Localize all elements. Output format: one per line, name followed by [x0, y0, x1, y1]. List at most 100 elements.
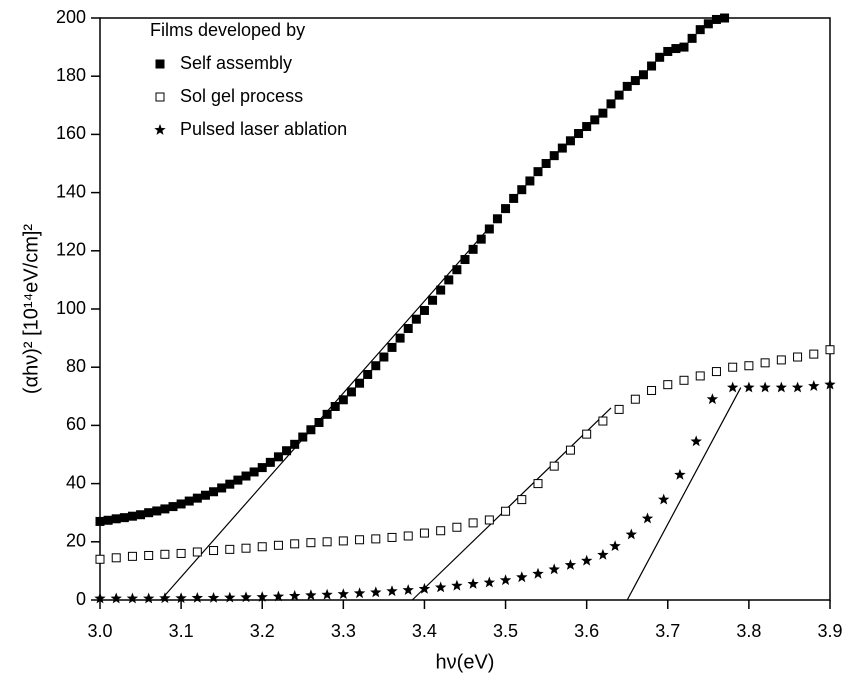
- point: [808, 380, 820, 391]
- point: [720, 13, 730, 23]
- point: [658, 493, 670, 505]
- point: [663, 380, 673, 390]
- x-tick-label: 3.1: [169, 621, 194, 641]
- point: [549, 151, 559, 161]
- point: [257, 463, 267, 473]
- point: [209, 546, 219, 556]
- point: [192, 493, 202, 503]
- point: [557, 143, 567, 153]
- point: [419, 305, 429, 315]
- point: [711, 367, 721, 377]
- point: [191, 592, 203, 603]
- point: [641, 512, 654, 524]
- point: [337, 588, 349, 599]
- point: [282, 446, 292, 456]
- legend-label: Sol gel process: [180, 86, 303, 106]
- point: [395, 333, 405, 343]
- point: [387, 342, 397, 352]
- point: [192, 547, 202, 557]
- y-axis-label: (αhν)² [10¹⁴eV/cm]²: [20, 224, 42, 395]
- point: [565, 445, 575, 455]
- point: [671, 44, 681, 54]
- point: [436, 526, 446, 536]
- point: [144, 508, 154, 518]
- point: [638, 70, 648, 80]
- point: [647, 61, 657, 71]
- point: [217, 483, 227, 493]
- point: [403, 531, 413, 541]
- point: [306, 425, 316, 435]
- point: [460, 255, 470, 265]
- point: [379, 352, 389, 362]
- point: [581, 554, 593, 566]
- point: [444, 275, 454, 285]
- x-tick-label: 3.5: [493, 621, 518, 641]
- y-tick-label: 20: [66, 531, 86, 551]
- point: [655, 52, 665, 62]
- point: [127, 551, 137, 561]
- point: [143, 592, 155, 604]
- x-tick-label: 3.8: [736, 621, 761, 641]
- point: [240, 591, 252, 603]
- point: [144, 550, 154, 560]
- point: [184, 496, 194, 506]
- point: [111, 553, 121, 563]
- point: [775, 381, 787, 393]
- x-tick-label: 3.2: [250, 621, 275, 641]
- point: [564, 559, 577, 570]
- point: [176, 548, 186, 558]
- point: [549, 461, 559, 471]
- point: [824, 378, 836, 390]
- y-tick-label: 100: [56, 298, 86, 318]
- point: [225, 544, 235, 554]
- point: [533, 479, 543, 489]
- point: [606, 99, 616, 109]
- point: [597, 548, 609, 560]
- point: [541, 159, 551, 168]
- point: [419, 528, 429, 538]
- point: [492, 214, 502, 224]
- point: [582, 429, 592, 439]
- x-tick-label: 3.4: [412, 621, 437, 641]
- fit-line: [411, 407, 612, 601]
- point: [791, 381, 804, 393]
- point: [501, 506, 511, 516]
- point: [290, 439, 300, 449]
- y-tick-label: 80: [66, 356, 86, 376]
- point: [249, 467, 259, 477]
- point: [452, 265, 462, 275]
- point: [103, 515, 113, 525]
- point: [322, 409, 332, 419]
- point: [711, 14, 721, 24]
- point: [484, 515, 494, 525]
- point: [690, 435, 702, 447]
- legend-title: Films developed by: [150, 20, 305, 40]
- point: [200, 490, 210, 500]
- point: [614, 404, 624, 414]
- point: [371, 361, 381, 371]
- point: [533, 167, 543, 177]
- point: [136, 510, 146, 520]
- point: [321, 588, 333, 600]
- point: [111, 514, 121, 524]
- point: [411, 314, 421, 324]
- point: [314, 417, 324, 427]
- point: [501, 204, 511, 214]
- legend-marker: [154, 124, 166, 135]
- point: [386, 585, 398, 597]
- point: [451, 579, 463, 591]
- point: [760, 358, 770, 368]
- legend-label: Pulsed laser ablation: [180, 119, 347, 139]
- point: [598, 108, 608, 118]
- point: [727, 381, 739, 393]
- point: [233, 475, 243, 485]
- point: [743, 381, 755, 393]
- point: [353, 587, 366, 599]
- point: [127, 511, 137, 521]
- point: [160, 549, 170, 559]
- x-axis-label: hν(eV): [436, 651, 495, 673]
- point: [630, 76, 640, 86]
- point: [695, 25, 705, 35]
- point: [403, 323, 413, 333]
- point: [532, 567, 544, 579]
